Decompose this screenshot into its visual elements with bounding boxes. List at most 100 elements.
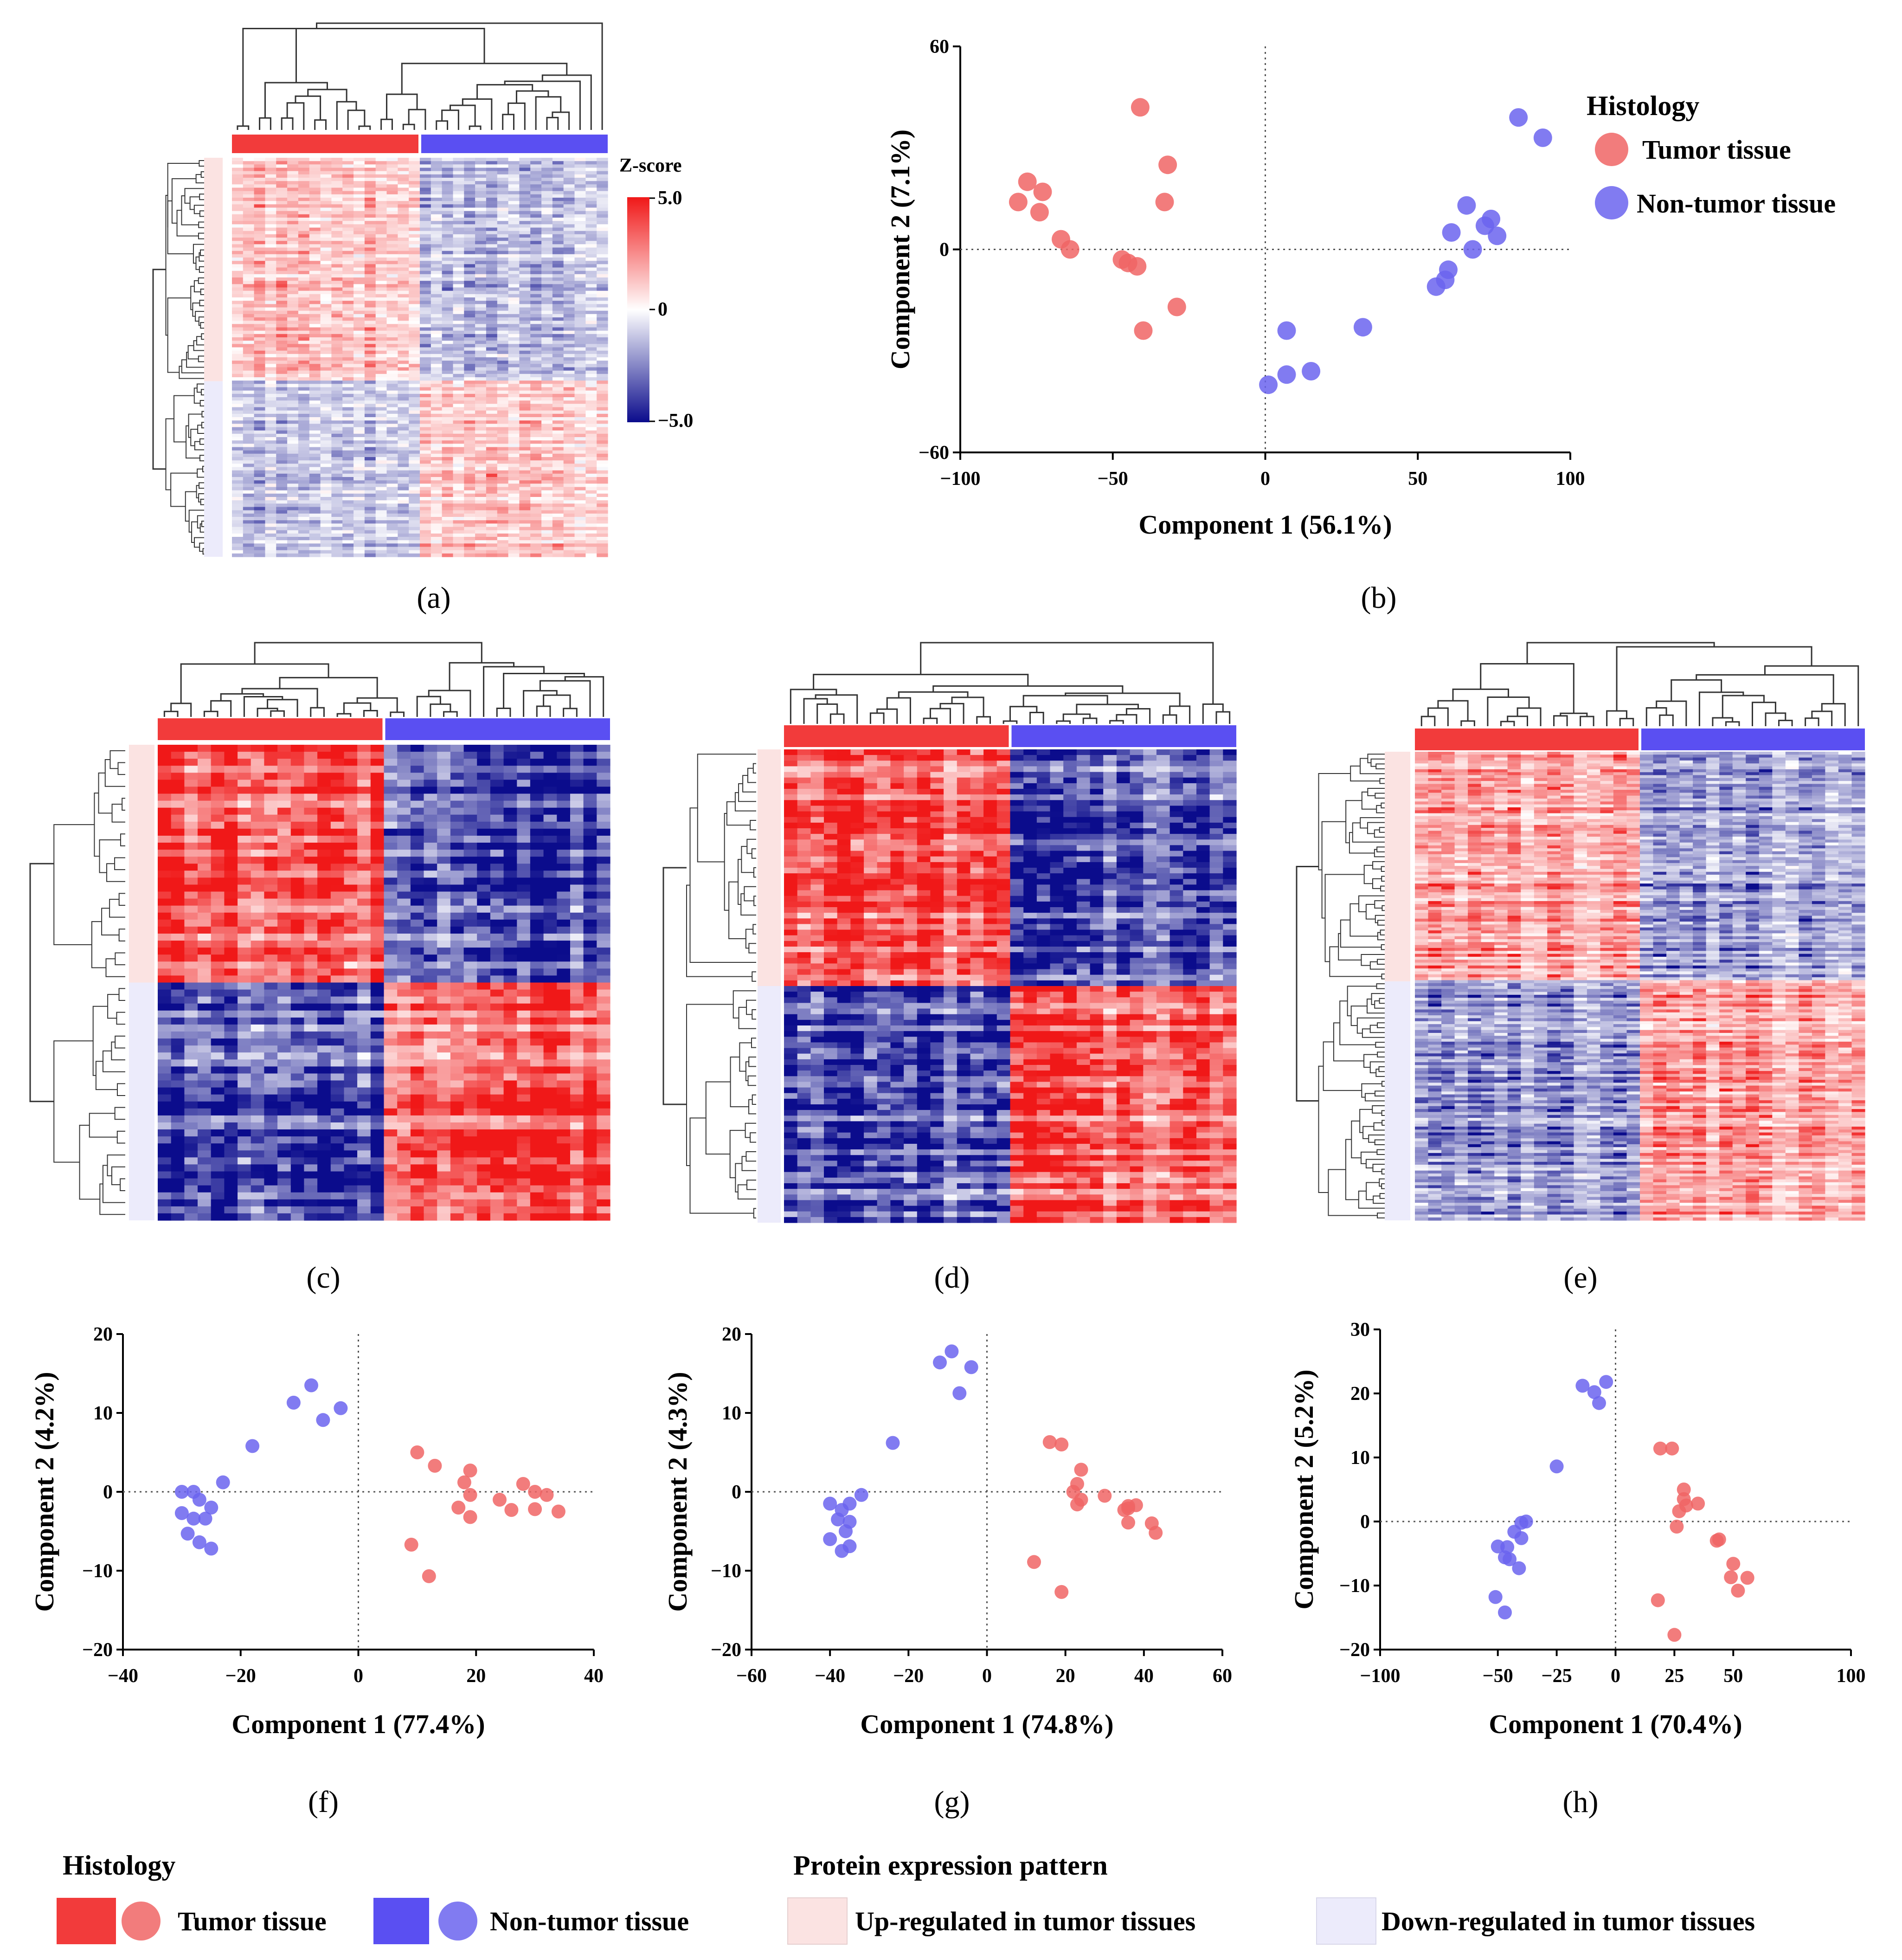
heatmap-a-cell [497,297,509,301]
heatmap-a-cell [276,510,288,514]
heatmap-a-cell [475,370,487,374]
heatmap-c-cell [344,857,358,864]
heatmap-a-cell [409,410,420,414]
heatmap-a-cell [552,484,564,488]
heatmap-a-cell [364,350,376,355]
heatmap-a-cell [331,374,343,378]
heatmap-a-cell [298,420,310,424]
heatmap-a-cell [309,314,321,318]
heatmap-a-row-dendrogram-branch [200,322,204,329]
heatmap-a-cell [309,327,321,331]
heatmap-a-cell [320,251,332,255]
heatmap-a-cell [464,410,476,414]
heatmap-c-cell [517,814,531,822]
heatmap-a-cell [464,181,476,185]
heatmap-a-cell [585,174,597,178]
heatmap-a-cell [298,287,310,291]
heatmap-c-cell [437,884,451,892]
heatmap-a-cell [398,284,409,288]
heatmap-a-cell [597,354,608,358]
heatmap-c-cell [557,759,571,766]
heatmap-a-cell [265,327,276,331]
heatmap-a-cell [232,330,244,335]
heatmap-a-cell [409,547,420,551]
heatmap-c-cell [224,745,238,752]
heatmap-a-cell [431,267,443,271]
heatmap-a-cell [552,500,564,504]
heatmap-c-cell [317,857,331,864]
heatmap-a-cell [331,467,343,471]
heatmap-a-cell [574,433,586,438]
heatmap-a-cell [342,357,354,361]
heatmap-c-cell [477,773,491,780]
heatmap-a-cell [386,533,398,537]
heatmap-a-cell [574,537,586,541]
heatmap-a-cell [353,473,365,477]
heatmap-a-cell [398,377,409,381]
heatmap-a-cell [431,553,443,557]
heatmap-a-cell [309,234,321,238]
heatmap-a-cell [287,527,299,531]
heatmap-c-cell [158,836,172,843]
heatmap-c-cell [277,773,291,780]
heatmap-a-cell [364,364,376,368]
heatmap-a-cell [453,284,464,288]
heatmap-c-cell [517,821,531,829]
heatmap-a-cell [243,484,255,488]
heatmap-a-cell [342,444,354,448]
heatmap-a-cell [386,227,398,232]
heatmap-a-cell [364,334,376,338]
heatmap-a-cell [398,437,409,441]
heatmap-a-cell [254,207,265,212]
heatmap-a-cell [386,310,398,315]
heatmap-c-cell [277,814,291,822]
heatmap-a-cell [574,453,586,458]
heatmap-a-cell [320,380,332,384]
heatmap-a-cell [442,164,453,168]
heatmap-a-cell [276,500,288,504]
heatmap-a-cell [342,344,354,348]
heatmap-a-cell [276,404,288,408]
heatmap-a-cell [530,400,542,404]
heatmap-c-cell [238,877,251,885]
heatmap-c-cell [211,814,225,822]
heatmap-a-cell [519,457,531,461]
heatmap-a-cell [530,387,542,391]
heatmap-a-cell [541,437,553,441]
heatmap-a-cell [386,390,398,394]
heatmap-a-cell [375,330,387,335]
heatmap-a-cell [552,324,564,328]
heatmap-a-cell [409,404,420,408]
heatmap-a-cell [265,370,276,374]
heatmap-c-cell [357,884,371,892]
heatmap-a-cell [519,464,531,468]
heatmap-a-cell [519,264,531,268]
heatmap-a-cell [353,520,365,524]
heatmap-a-cell [563,310,575,315]
heatmap-a-cell [431,420,443,424]
heatmap-a-cell [331,424,343,428]
heatmap-a-cell [254,261,265,264]
heatmap-c-cell [543,864,557,871]
heatmap-c-cell [583,898,597,906]
heatmap-a-cell [254,327,265,331]
heatmap-a-cell [497,404,509,408]
heatmap-a-cell [342,467,354,471]
heatmap-a-cell [309,384,321,388]
heatmap-a-cell [431,184,443,188]
heatmap-a-cell [585,284,597,288]
heatmap-a-cell [464,344,476,348]
heatmap-a-cell [530,513,542,517]
heatmap-a-cell [574,227,586,232]
heatmap-a-cell [574,427,586,431]
heatmap-a-cell [552,191,564,195]
heatmap-a-cell [475,384,487,388]
heatmap-a-cell [420,490,431,494]
heatmap-a-cell [420,194,431,198]
heatmap-a-cell [475,201,487,205]
heatmap-a-cell [552,314,564,318]
heatmap-a-cell [232,274,244,278]
heatmap-a-cell [398,267,409,271]
heatmap-a-cell [254,440,265,444]
heatmap-c-cell [238,766,251,773]
